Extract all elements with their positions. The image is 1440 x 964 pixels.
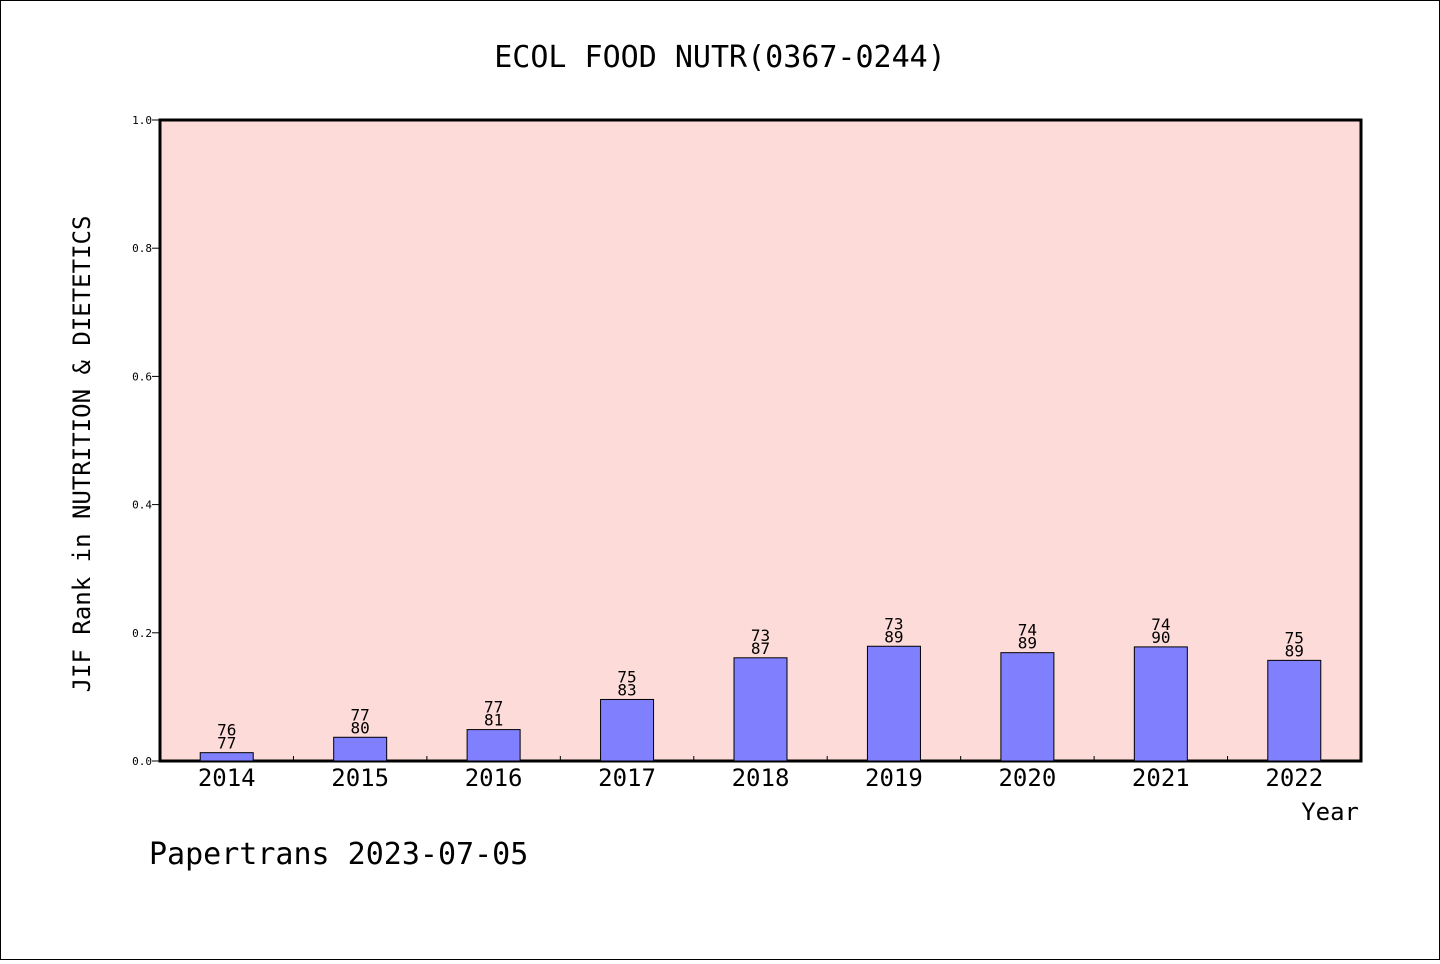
x-tick-label: 2017 [598,764,656,792]
bar-rank-label: 73 [884,614,903,633]
y-tick-label: 0.4 [132,499,152,512]
bar-total-label: 89 [1285,641,1304,660]
x-tick-label: 2018 [732,764,790,792]
bar-total-label: 80 [351,718,370,737]
x-tick-label: 2019 [865,764,923,792]
chart-title: ECOL FOOD NUTR(0367-0244) [494,40,946,75]
x-tick-label: 2015 [331,764,389,792]
bar-rank-label: 74 [1018,621,1037,640]
bar [600,698,655,762]
bar-total-label: 90 [1151,628,1170,647]
bar-total-label: 81 [484,711,503,730]
bar [466,729,521,762]
bar [199,752,254,762]
bar-total-label: 89 [1018,634,1037,653]
bar-total-label: 83 [617,680,636,699]
x-tick-label: 2020 [998,764,1056,792]
y-tick-label: 0.2 [132,627,152,640]
bar [1000,652,1055,762]
bar-rank-label: 77 [484,698,503,717]
y-axis-label: JIF Rank in NUTRITION & DIETETICS [68,216,96,693]
bar-total-label: 87 [751,639,770,658]
x-tick-label: 2021 [1132,764,1190,792]
footer-text: Papertrans 2023-07-05 [149,837,528,872]
bar-rank-label: 76 [217,721,236,740]
bar [333,736,388,762]
x-axis-label: Year [1301,798,1359,826]
y-tick-label: 0.0 [132,755,152,768]
bar-rank-label: 73 [751,626,770,645]
y-tick-label: 1.0 [132,114,152,127]
y-tick-label: 0.6 [132,370,152,383]
x-tick-label: 2016 [465,764,523,792]
y-tick-label: 0.8 [132,242,152,255]
x-tick-label: 2022 [1265,764,1323,792]
bar-rank-label: 74 [1151,615,1170,634]
bar [1267,659,1322,762]
bar-rank-label: 77 [351,705,370,724]
bar [866,645,921,762]
bar-total-label: 77 [217,734,236,753]
bar-rank-label: 75 [617,667,636,686]
x-tick-label: 2014 [198,764,256,792]
bar [733,657,788,762]
bar [1133,646,1188,762]
bar-rank-label: 75 [1285,628,1304,647]
bar-total-label: 89 [884,627,903,646]
